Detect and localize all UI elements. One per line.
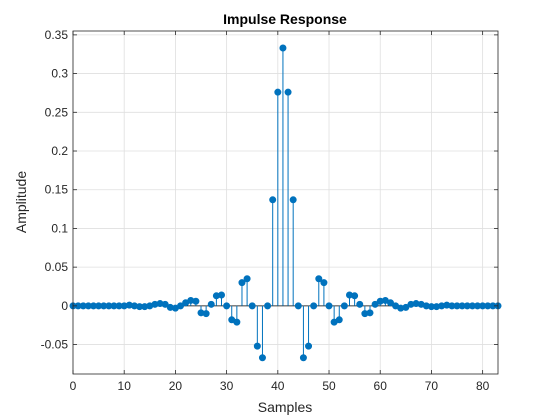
tick-marks	[72, 31, 498, 374]
stem-marker	[299, 354, 307, 362]
y-axis-label: Amplitude	[13, 171, 29, 233]
stem-marker	[161, 300, 169, 308]
y-tick-label: 0.25	[45, 105, 69, 119]
stem-marker	[274, 88, 282, 96]
stem-marker	[402, 303, 410, 311]
stem-marker	[248, 302, 256, 310]
stem-marker	[325, 302, 333, 310]
x-tick-label: 80	[476, 379, 490, 393]
stem-marker	[340, 302, 348, 310]
stem-marker	[223, 302, 231, 310]
y-tick-label: 0.15	[45, 183, 69, 197]
stem-marker	[192, 297, 200, 305]
x-tick-labels: 0 10 20 30 40 50 60 70 80	[70, 379, 490, 393]
y-tick-label: 0.05	[45, 260, 69, 274]
y-tick-label: 0.1	[51, 221, 68, 235]
x-tick-label: 30	[220, 379, 234, 393]
plot-frame	[72, 30, 499, 375]
y-tick-label: 0.35	[45, 28, 69, 42]
stem-marker	[253, 342, 261, 350]
stem-marker	[310, 302, 318, 310]
stem-marker	[305, 342, 313, 350]
stem-marker	[366, 309, 374, 317]
stem-marker	[335, 316, 343, 324]
y-tick-label: 0.3	[51, 67, 68, 81]
stem-marker	[233, 318, 241, 326]
stem-marker	[289, 196, 297, 204]
stem-marker	[269, 196, 277, 204]
stem-marker	[315, 275, 323, 283]
x-tick-label: 10	[118, 379, 132, 393]
stem-marker	[320, 279, 328, 287]
stem-marker	[238, 279, 246, 287]
x-axis-label: Samples	[258, 399, 312, 415]
x-tick-label: 20	[169, 379, 183, 393]
y-tick-label: -0.05	[41, 338, 69, 352]
x-tick-label: 70	[425, 379, 439, 393]
stem-series	[69, 44, 502, 362]
chart-title: Impulse Response	[223, 11, 347, 27]
y-tick-label: 0	[61, 299, 68, 313]
y-tick-label: 0.2	[51, 144, 68, 158]
y-tick-labels: -0.05 0 0.05 0.1 0.15 0.2 0.25 0.3 0.35	[41, 28, 69, 352]
stem-marker	[202, 310, 210, 318]
x-tick-label: 0	[70, 379, 77, 393]
stem-marker	[207, 300, 215, 308]
stem-marker	[279, 44, 287, 52]
x-tick-label: 50	[322, 379, 336, 393]
stem-marker	[356, 300, 364, 308]
stem-marker	[243, 275, 251, 283]
stem-marker	[217, 291, 225, 299]
plot-background	[73, 31, 498, 374]
x-tick-label: 60	[374, 379, 388, 393]
stem-marker	[284, 88, 292, 96]
stem-marker	[294, 302, 302, 310]
stem-marker	[351, 292, 359, 300]
stem-marker	[264, 302, 272, 310]
stem-marker	[177, 302, 185, 310]
stem-marker	[386, 299, 394, 307]
x-tick-label: 40	[271, 379, 285, 393]
stem-marker	[258, 354, 266, 362]
stem-marker	[371, 300, 379, 308]
